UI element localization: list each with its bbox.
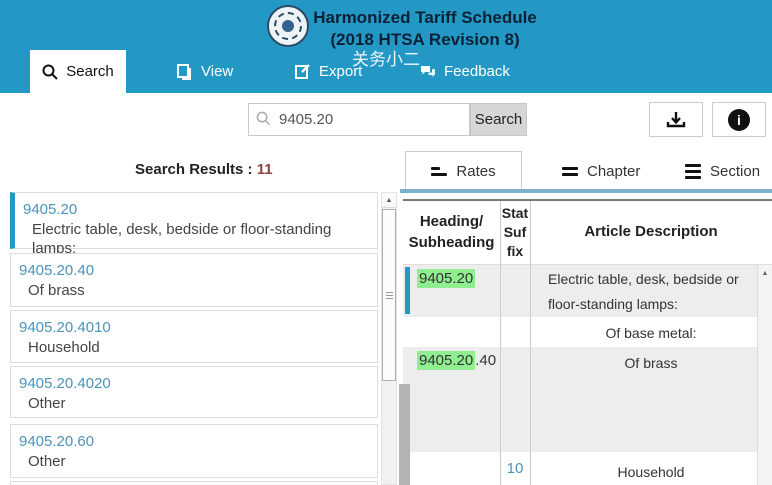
stat-suffix-cell[interactable]: 10 — [506, 460, 524, 477]
scrollbar-grip-icon — [386, 292, 393, 301]
result-item-9405-20-60[interactable]: 9405.20.60 Other — [10, 424, 378, 478]
feedback-bubbles-icon — [420, 65, 436, 79]
document-copy-icon — [177, 63, 193, 80]
download-icon — [666, 111, 686, 129]
search-input[interactable] — [248, 103, 470, 136]
result-item-9405-20-4020[interactable]: 9405.20.4020 Other — [10, 366, 378, 418]
result-item-partial[interactable] — [10, 481, 378, 485]
col-stat-suffix: Stat Suf fix — [501, 205, 529, 259]
info-icon: i — [728, 108, 750, 131]
download-button[interactable] — [649, 102, 703, 137]
col-heading-subheading: Heading/ Subheading — [408, 213, 495, 251]
tab-chapter-label: Chapter — [587, 163, 641, 180]
description-cell: Of base metal: — [605, 325, 697, 341]
tab-export-label: Export — [319, 63, 363, 80]
table-scrollbar[interactable]: ▲ — [757, 265, 772, 485]
selected-row-bar — [405, 267, 410, 314]
chapter-list-icon — [562, 167, 578, 176]
code-suffix: .40 — [475, 352, 497, 369]
highlighted-code: 9405.20 — [417, 269, 476, 288]
panel-scrollbar-thumb[interactable] — [399, 384, 410, 485]
table-row[interactable]: 9405.20.40 Of brass — [403, 347, 772, 452]
col-article-description: Article Description — [584, 223, 718, 240]
tab-view[interactable]: View — [165, 50, 245, 93]
description-cell: Electric table, desk, bedside or floor-s… — [548, 271, 739, 312]
seal-core — [282, 20, 294, 32]
description-cell: Of brass — [624, 355, 678, 371]
app-title-line2: (2018 HTSA Revision 8) — [330, 30, 520, 49]
tab-section-label: Section — [710, 163, 761, 180]
tab-search-label: Search — [66, 63, 114, 80]
table-row[interactable]: 9405.20 Electric table, desk, bedside or… — [403, 265, 772, 317]
results-scrollbar[interactable]: ▲ — [381, 192, 397, 485]
info-button[interactable]: i — [712, 102, 766, 137]
result-item-9405-20[interactable]: 9405.20 Electric table, desk, bedside or… — [10, 192, 378, 257]
tab-section[interactable]: Section — [671, 151, 772, 192]
app-header: Harmonized Tariff Schedule (2018 HTSA Re… — [0, 0, 772, 93]
export-edit-icon — [295, 63, 311, 80]
table-row[interactable]: 10 Household — [403, 452, 772, 485]
tab-rates-label: Rates — [456, 163, 496, 180]
seal-ring — [274, 12, 302, 40]
search-button[interactable]: Search — [470, 103, 527, 136]
scroll-up-arrow-icon[interactable]: ▲ — [382, 193, 396, 208]
tab-chapter[interactable]: Chapter — [548, 151, 654, 192]
result-code[interactable]: 9405.20.4010 — [19, 319, 111, 336]
result-code[interactable]: 9405.20.60 — [19, 433, 95, 450]
input-magnifier-icon — [256, 111, 271, 126]
result-code[interactable]: 9405.20.4020 — [19, 375, 111, 392]
panel-tabs-underline — [400, 189, 772, 193]
watermark-text: 关务小二 — [352, 50, 420, 69]
search-results-text: Search Results : — [135, 161, 253, 178]
result-item-9405-20-40[interactable]: 9405.20.40 Of brass — [10, 253, 378, 307]
description-cell: Household — [617, 464, 685, 480]
heading-cell: 9405.20 — [417, 269, 476, 288]
rates-table: Heading/ Subheading Stat Suf fix Article… — [403, 199, 772, 485]
tab-feedback[interactable]: Feedback — [408, 50, 522, 93]
tab-search[interactable]: Search — [30, 50, 126, 93]
tab-export[interactable]: Export — [283, 50, 374, 93]
result-desc: Electric table, desk, bedside or floor-s… — [32, 221, 332, 257]
usitc-seal-logo — [267, 5, 309, 47]
results-scrollbar-thumb[interactable] — [382, 209, 396, 381]
rates-list-icon — [431, 167, 448, 176]
column-divider — [530, 201, 531, 485]
result-desc: Other — [28, 453, 66, 470]
tab-rates[interactable]: Rates — [405, 151, 522, 192]
result-item-9405-20-4010[interactable]: 9405.20.4010 Household — [10, 310, 378, 363]
app-title: Harmonized Tariff Schedule (2018 HTSA Re… — [300, 7, 550, 51]
tab-view-label: View — [201, 63, 234, 80]
tab-feedback-label: Feedback — [444, 63, 510, 80]
search-field-wrap — [248, 103, 470, 136]
result-code[interactable]: 9405.20 — [23, 201, 78, 218]
table-scroll-up-arrow-icon[interactable]: ▲ — [761, 270, 769, 277]
search-results-label: Search Results : 11 — [135, 161, 273, 178]
search-icon — [42, 64, 58, 80]
section-list-icon — [685, 164, 701, 179]
highlighted-code: 9405.20 — [417, 351, 476, 370]
result-code[interactable]: 9405.20.40 — [19, 262, 95, 279]
heading-cell: 9405.20.40 — [417, 351, 497, 370]
table-header: Heading/ Subheading Stat Suf fix Article… — [403, 201, 772, 265]
result-desc: Of brass — [28, 282, 85, 299]
column-divider — [500, 201, 501, 485]
table-row[interactable]: Of base metal: — [403, 317, 772, 347]
search-results-count: 11 — [256, 161, 273, 178]
result-desc: Household — [28, 339, 100, 356]
result-desc: Other — [28, 395, 66, 412]
app-title-line1: Harmonized Tariff Schedule — [313, 8, 537, 27]
